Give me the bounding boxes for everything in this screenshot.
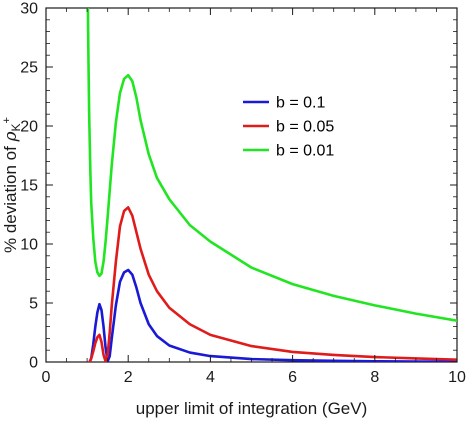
series-line-2	[86, 8, 457, 322]
series-line-0	[88, 268, 457, 362]
legend: b = 0.1 b = 0.05 b = 0.01	[243, 95, 334, 160]
x-tick-label: 10	[448, 369, 466, 386]
x-tick-label: 6	[288, 369, 297, 386]
y-axis-title-symbol: ρ	[1, 131, 21, 142]
x-tick-label: 8	[370, 369, 379, 386]
y-tick-label: 25	[20, 60, 38, 77]
y-tick-label: 5	[29, 296, 38, 313]
x-tick-label: 2	[124, 369, 133, 386]
y-axis-title-main: % deviation of	[1, 141, 20, 253]
series-layer	[86, 8, 457, 362]
x-axis-title: upper limit of integration (GeV)	[136, 399, 368, 418]
y-tick-label: 30	[20, 1, 38, 18]
legend-label-1: b = 0.05	[276, 119, 334, 136]
x-tick-label: 4	[206, 369, 215, 386]
series-line-1	[88, 206, 457, 362]
legend-label-2: b = 0.01	[276, 143, 334, 160]
y-axis-title-subscript: K	[9, 123, 23, 131]
y-axis-title: % deviation of ρK+	[1, 117, 23, 253]
y-axis-title-superscript: +	[1, 117, 13, 123]
ticks-layer: 0 2 4 6 8 10 0 5 10 15 20 25 30	[20, 1, 466, 387]
x-tick-label: 0	[42, 369, 51, 386]
legend-label-0: b = 0.1	[276, 95, 325, 112]
y-tick-label: 0	[29, 355, 38, 372]
y-tick-label: 20	[20, 119, 38, 136]
y-tick-label: 10	[20, 237, 38, 254]
y-tick-label: 15	[20, 178, 38, 195]
